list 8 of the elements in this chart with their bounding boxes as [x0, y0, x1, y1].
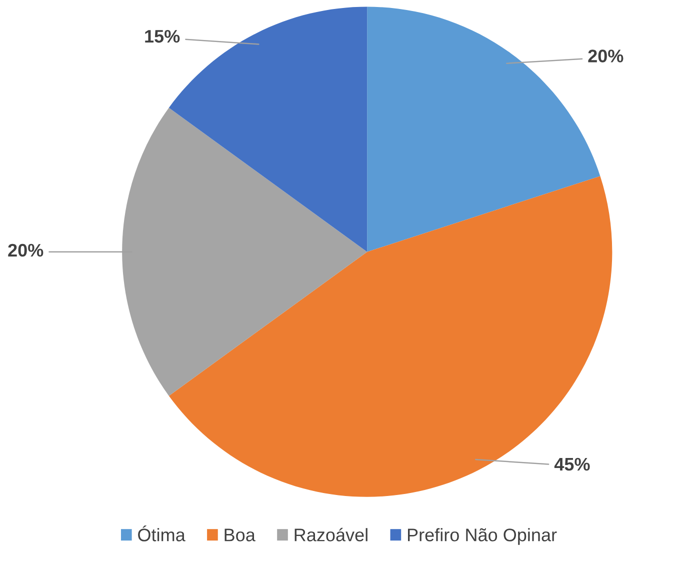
data-label: 15% [145, 30, 180, 43]
legend-label: Boa [224, 528, 256, 542]
legend-label: Razoável [294, 528, 368, 542]
data-label: 45% [554, 458, 590, 471]
data-label: 20% [8, 244, 44, 257]
legend-label: Prefiro Não Opinar [408, 528, 557, 545]
legend-label: Ótima [138, 526, 186, 542]
data-label: 20% [588, 50, 624, 62]
